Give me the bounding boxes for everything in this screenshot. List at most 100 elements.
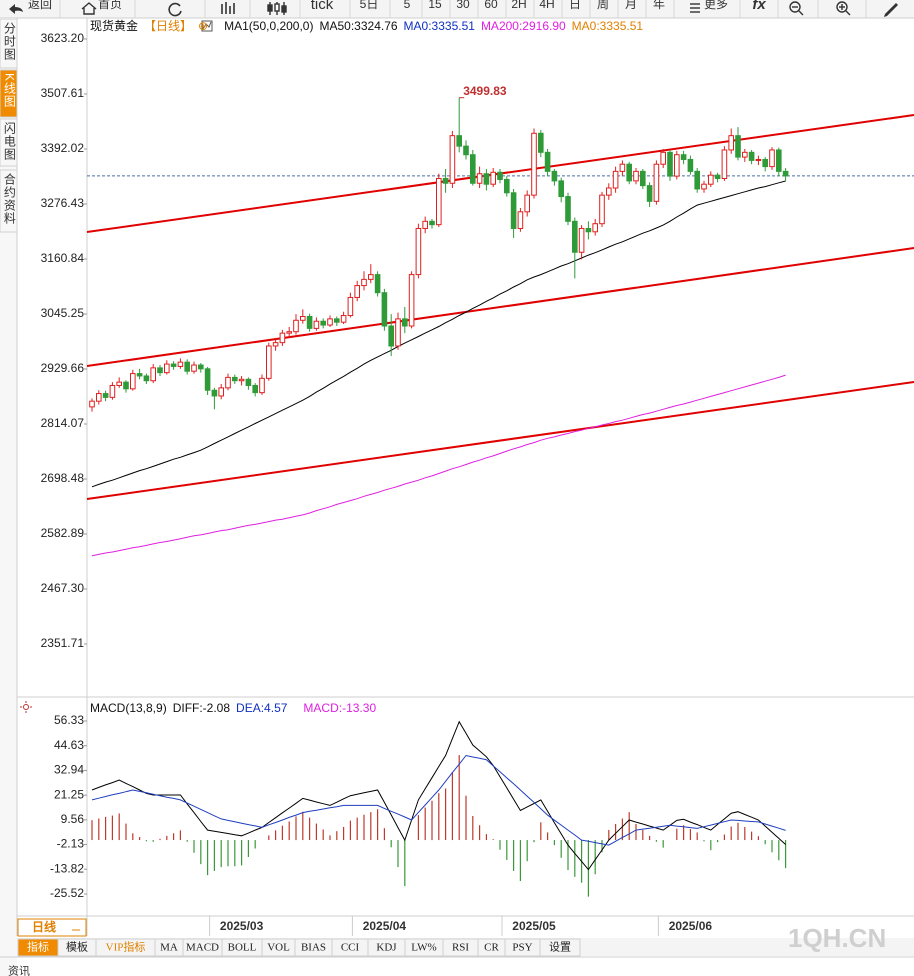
indicator-tab-label[interactable]: BIAS [301,942,326,954]
toolbar-button[interactable]: 月 [625,0,637,11]
candle-body [497,171,503,180]
high-label: 3499.83 [463,84,507,98]
home-icon[interactable] [81,2,97,15]
candle-body [606,187,612,196]
side-tab[interactable] [0,118,18,167]
toolbar-button[interactable]: tick [311,0,334,13]
indicator-tab-label[interactable]: PSY [512,942,532,954]
indicator-tab-label[interactable]: MACD [186,942,219,954]
candle-body [687,158,694,172]
macd-settings-icon[interactable] [20,701,32,713]
refresh-icon[interactable] [168,2,182,17]
candle-body [191,364,197,372]
zoom-in-icon[interactable] [836,1,851,16]
candle-body [313,320,320,329]
candle-body [361,278,367,287]
candle-body [334,318,340,323]
side-tab-label[interactable]: K线图 [2,73,16,108]
candle-body [585,227,592,233]
footer-tab[interactable]: 资讯 [8,965,30,976]
toolbar-button[interactable]: 首页 [98,0,122,11]
toolbar-button[interactable]: 2H [511,0,526,11]
candle-body [667,151,673,177]
toolbar-button[interactable]: 5 [404,0,411,11]
candle-body [728,135,735,151]
candle-body [320,320,326,326]
y-tick-label: 2467.30 [41,581,85,595]
candle-body [354,285,360,298]
moving-average [91,180,786,488]
toolbar-button[interactable]: fx [752,0,766,13]
candle-body [449,135,456,184]
side-tab-label[interactable]: 分时图 [2,22,16,61]
toolbar-button[interactable]: 60 [484,0,498,11]
indicator-tab-label[interactable]: CCI [341,942,360,954]
toolbar-button[interactable]: 5日 [360,0,379,11]
candle-body [347,296,354,317]
legend-entry: 【日线】 [144,19,192,33]
y-tick-label: 2814.07 [41,416,85,430]
zoom-out-icon[interactable] [789,1,804,16]
back-icon[interactable] [9,4,23,14]
candle-body [578,227,585,253]
toolbar-button[interactable]: 日 [569,0,581,11]
candle-body [558,180,565,198]
y-tick-label: 3392.02 [41,141,85,155]
toolbar-button[interactable]: 15 [428,0,442,11]
y-tick-label: 32.94 [54,763,84,777]
side-tab-label[interactable]: 闪电图 [2,122,16,161]
candle-body [374,274,381,294]
x-tick-label: 2025/05 [512,919,556,933]
indicator-tab-label[interactable]: 设置 [549,941,571,954]
toolbar-button[interactable]: 周 [597,0,609,11]
indicator-tab-label[interactable]: RSI [452,942,469,954]
indicator-tab-label[interactable]: VIP指标 [106,940,146,954]
candle-body [599,194,605,225]
toolbar-button[interactable]: 更多 [704,0,728,11]
side-tab-label[interactable]: 合约资料 [2,172,16,225]
x-tick-label: 2025/04 [363,919,407,933]
period-label[interactable]: 日线 [32,919,56,934]
indicator-tab-label[interactable]: 指标 [27,940,49,954]
candle-body [286,331,292,334]
side-tab[interactable] [0,169,18,233]
toolbar-button[interactable]: 30 [456,0,470,11]
candle-body [204,368,211,391]
bar-icon[interactable] [221,2,235,14]
indicator-tab-label[interactable]: VOL [267,942,290,954]
legend-entry: MA0:3335.51 [572,19,644,33]
candle-body [388,325,394,347]
ma-icon[interactable] [201,20,213,32]
indicator-tab-label[interactable]: MA [160,942,178,954]
candle-body [463,145,469,156]
indicator-tab-label[interactable]: BOLL [228,942,257,954]
indicator-tab-label[interactable]: KDJ [376,942,397,954]
candle-body [211,389,218,397]
candle-body [109,384,116,398]
candle-icon[interactable] [267,2,287,15]
indicator-tab-label[interactable]: CR [484,942,499,954]
y-tick-label: 3160.84 [41,251,85,265]
candle-body [279,332,286,344]
side-tab[interactable] [0,18,18,69]
side-tab[interactable] [0,69,18,118]
candle-body [646,185,653,202]
draw-icon[interactable] [884,3,898,17]
toolbar-button[interactable]: 年 [653,0,665,11]
toolbar-button[interactable]: 4H [539,0,554,11]
indicator-tab[interactable] [539,938,581,957]
candle-body [150,367,156,382]
candle-body [456,135,462,147]
candle-body [510,192,517,229]
candle-body [653,163,660,202]
trendline [86,247,914,368]
indicator-tab-label[interactable]: 模板 [66,940,88,954]
legend-entry: DEA:4.57 [236,701,288,715]
toolbar-button[interactable]: 返回 [28,0,52,11]
y-tick-label: 3623.20 [41,31,85,45]
more-icon[interactable] [690,3,700,13]
candle-body [701,183,707,190]
period-box[interactable] [17,918,87,937]
indicator-tab-label[interactable]: LW% [411,942,436,954]
